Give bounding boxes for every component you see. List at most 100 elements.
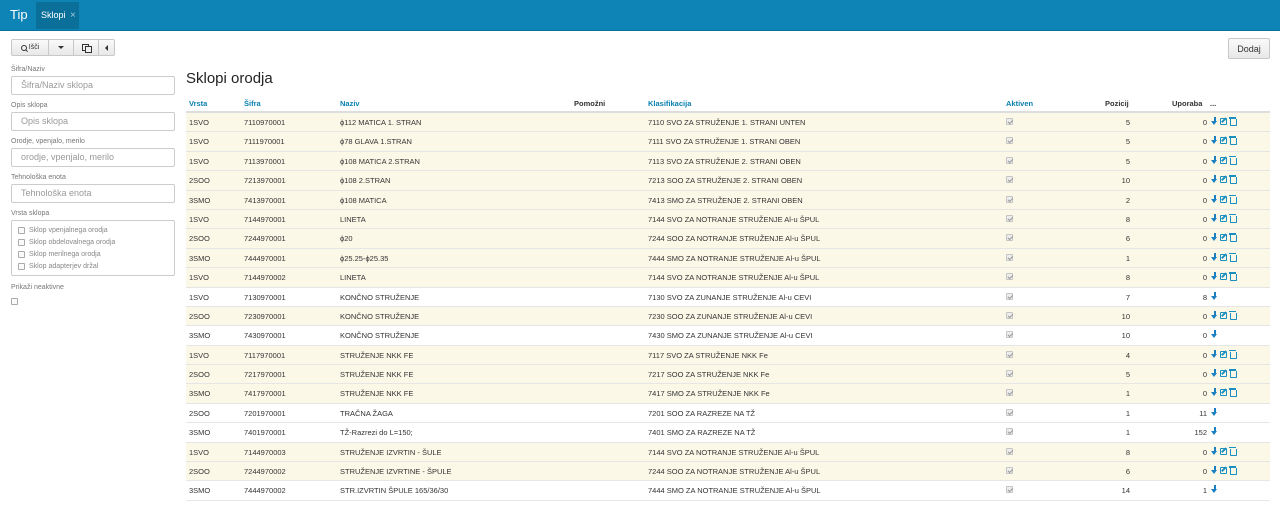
table-row[interactable]: 1SVO 7111970001 ϕ78 GLAVA 1.STRAN 7111 SVO … xyxy=(186,132,1270,152)
opis-input[interactable]: Opis sklopa xyxy=(11,112,175,131)
table-row[interactable]: 1SVO 7144970003 STRUŽENJE IZVRTIN - ŠULE 71… xyxy=(186,442,1270,463)
trash-icon[interactable] xyxy=(1229,388,1237,398)
top-navbar: Tip Sklopi × xyxy=(0,0,1280,31)
expand-down-icon[interactable] xyxy=(1211,407,1218,416)
edit-icon[interactable] xyxy=(1220,369,1227,378)
checkbox[interactable] xyxy=(18,262,25,270)
trash-icon[interactable] xyxy=(1229,175,1237,185)
trash-icon[interactable] xyxy=(1229,155,1237,165)
column-header-vrsta[interactable]: Vrsta xyxy=(189,99,208,108)
edit-icon[interactable] xyxy=(1220,350,1227,358)
tab-sklopi[interactable]: Sklopi × xyxy=(36,2,79,29)
vrsta-option[interactable]: Sklop merilnega orodja xyxy=(18,248,168,260)
checkbox[interactable] xyxy=(18,238,25,246)
table-row[interactable]: 1SVO 7144970002 LINETA 7144 SVO ZA NOTRANJE… xyxy=(186,268,1270,288)
table-row[interactable]: 3SMO 7444970001 ϕ25.25-ϕ25.35 7444 SMO ZA N… xyxy=(186,248,1270,269)
expand-down-icon[interactable] xyxy=(1211,310,1218,319)
app-brand[interactable]: Tip xyxy=(10,7,28,22)
cell-uporaba: 0 xyxy=(1202,447,1207,457)
table-row[interactable]: 3SMO 7401970001 TŽ-Razrezi do L=150; 7401 S… xyxy=(186,423,1270,443)
edit-icon[interactable] xyxy=(1220,117,1227,125)
trash-icon[interactable] xyxy=(1229,213,1237,223)
vrsta-option[interactable]: Sklop vpenjalnega orodja xyxy=(18,224,168,236)
expand-down-icon[interactable] xyxy=(1211,175,1218,184)
table-row[interactable]: 1SVO 7130970001 KONČNO STRUŽENJE 7130 SVO Z… xyxy=(186,288,1270,307)
table-row[interactable]: 3SMO 7444970002 STR.IZVRTIN ŠPULE 165/36/3… xyxy=(186,481,1270,501)
trash-icon[interactable] xyxy=(1229,272,1237,282)
table-row[interactable]: 1SVO 7144970001 LINETA 7144 SVO ZA NOTRANJE… xyxy=(186,209,1270,230)
edit-icon[interactable] xyxy=(1220,447,1227,455)
trash-icon[interactable] xyxy=(1229,466,1237,476)
expand-down-icon[interactable] xyxy=(1211,291,1218,300)
trash-icon[interactable] xyxy=(1229,369,1237,379)
sifra-input[interactable]: Šifra/Naziv sklopa xyxy=(11,76,175,95)
cell-pozicij: 10 xyxy=(1121,331,1130,341)
add-button[interactable]: Dodaj xyxy=(1228,38,1270,59)
search-options-dropdown[interactable] xyxy=(48,39,74,56)
expand-down-icon[interactable] xyxy=(1211,252,1218,261)
edit-icon[interactable] xyxy=(1220,136,1227,145)
table-row[interactable]: 3SMO 7430970001 KONČNO STRUŽENJE 7430 SMO Z… xyxy=(186,326,1270,346)
expand-down-icon[interactable] xyxy=(1211,427,1218,436)
expand-down-icon[interactable] xyxy=(1211,446,1218,455)
edit-icon[interactable] xyxy=(1220,388,1227,397)
expand-down-icon[interactable] xyxy=(1211,117,1218,125)
show-inactive-checkbox[interactable] xyxy=(11,298,18,305)
edit-icon[interactable] xyxy=(1220,311,1227,319)
column-header-klasifikacija[interactable]: Klasifikacija xyxy=(648,99,692,108)
trash-icon[interactable] xyxy=(1229,349,1237,359)
expand-down-icon[interactable] xyxy=(1211,194,1218,203)
expand-down-icon[interactable] xyxy=(1211,136,1218,145)
edit-icon[interactable] xyxy=(1220,214,1227,222)
edit-icon[interactable] xyxy=(1220,195,1227,203)
expand-down-icon[interactable] xyxy=(1211,349,1218,358)
expand-down-icon[interactable] xyxy=(1211,155,1218,164)
checkbox[interactable] xyxy=(18,250,25,258)
table-row[interactable]: 2SOO 7230970001 KONČNO STRUŽENJE 7230 SOO Z… xyxy=(186,306,1270,327)
trash-icon[interactable] xyxy=(1229,446,1237,456)
edit-icon[interactable] xyxy=(1220,253,1227,261)
trash-icon[interactable] xyxy=(1229,136,1237,146)
orodje-input[interactable]: orodje, vpenjalo, merilo xyxy=(11,148,175,167)
table-row[interactable]: 2SOO 7217970001 STRUŽENJE NKK FE 7217 SOO Z… xyxy=(186,365,1270,385)
search-button[interactable]: Išči xyxy=(11,39,49,56)
enota-input[interactable]: Tehnološka enota xyxy=(11,184,175,203)
column-header-sifra[interactable]: Šifra xyxy=(244,99,261,108)
checkbox[interactable] xyxy=(18,226,25,234)
table-row[interactable]: 3SMO 7417970001 STRUŽENJE NKK FE 7417 SMO Z… xyxy=(186,384,1270,404)
vrsta-option[interactable]: Sklop adapterjev držal xyxy=(18,260,168,272)
table-row[interactable]: 1SVO 7113970001 ϕ108 MATICA 2.STRAN 7113 SV… xyxy=(186,151,1270,172)
collapse-button[interactable] xyxy=(98,39,115,56)
table-row[interactable]: 1SVO 7117970001 STRUŽENJE NKK FE 7117 SVO Z… xyxy=(186,345,1270,366)
cell-sifra: 7113970001 xyxy=(244,156,286,166)
table-row[interactable]: 3SMO 7413970001 ϕ108 MATICA 7413 SMO ZA STR… xyxy=(186,190,1270,210)
expand-down-icon[interactable] xyxy=(1211,330,1218,339)
trash-icon[interactable] xyxy=(1229,194,1237,204)
close-icon[interactable]: × xyxy=(70,10,76,21)
column-header-aktiven[interactable]: Aktiven xyxy=(1006,99,1034,108)
trash-icon[interactable] xyxy=(1229,117,1237,126)
expand-down-icon[interactable] xyxy=(1211,213,1218,222)
table-row[interactable]: 2SOO 7201970001 TRAČNA ŽAGA 7201 SOO ZA RAZ… xyxy=(186,404,1270,424)
copy-button[interactable] xyxy=(73,39,99,56)
expand-down-icon[interactable] xyxy=(1211,369,1218,378)
expand-down-icon[interactable] xyxy=(1211,466,1218,475)
trash-icon[interactable] xyxy=(1229,233,1237,243)
expand-down-icon[interactable] xyxy=(1211,388,1218,397)
vrsta-option[interactable]: Sklop obdelovalnega orodja xyxy=(18,236,168,248)
column-header-naziv[interactable]: Naziv xyxy=(340,99,360,108)
trash-icon[interactable] xyxy=(1229,252,1237,262)
table-row[interactable]: 2SOO 7244970001 ϕ20 7244 SOO ZA NOTRANJE ST… xyxy=(186,229,1270,249)
expand-down-icon[interactable] xyxy=(1211,485,1218,494)
table-row[interactable]: 2SOO 7244970002 STRUŽENJE IZVRTINE - ŠPULE… xyxy=(186,462,1270,482)
edit-icon[interactable] xyxy=(1220,272,1227,281)
expand-down-icon[interactable] xyxy=(1211,233,1218,242)
edit-icon[interactable] xyxy=(1220,156,1227,164)
expand-down-icon[interactable] xyxy=(1211,272,1218,281)
edit-icon[interactable] xyxy=(1220,233,1227,242)
edit-icon[interactable] xyxy=(1220,175,1227,184)
edit-icon[interactable] xyxy=(1220,466,1227,475)
table-row[interactable]: 2SOO 7213970001 ϕ108 2.STRAN 7213 SOO ZA ST… xyxy=(186,171,1270,191)
trash-icon[interactable] xyxy=(1229,310,1237,320)
table-row[interactable]: 1SVO 7110970001 ϕ112 MATICA 1. STRAN 7110 S… xyxy=(186,113,1270,133)
